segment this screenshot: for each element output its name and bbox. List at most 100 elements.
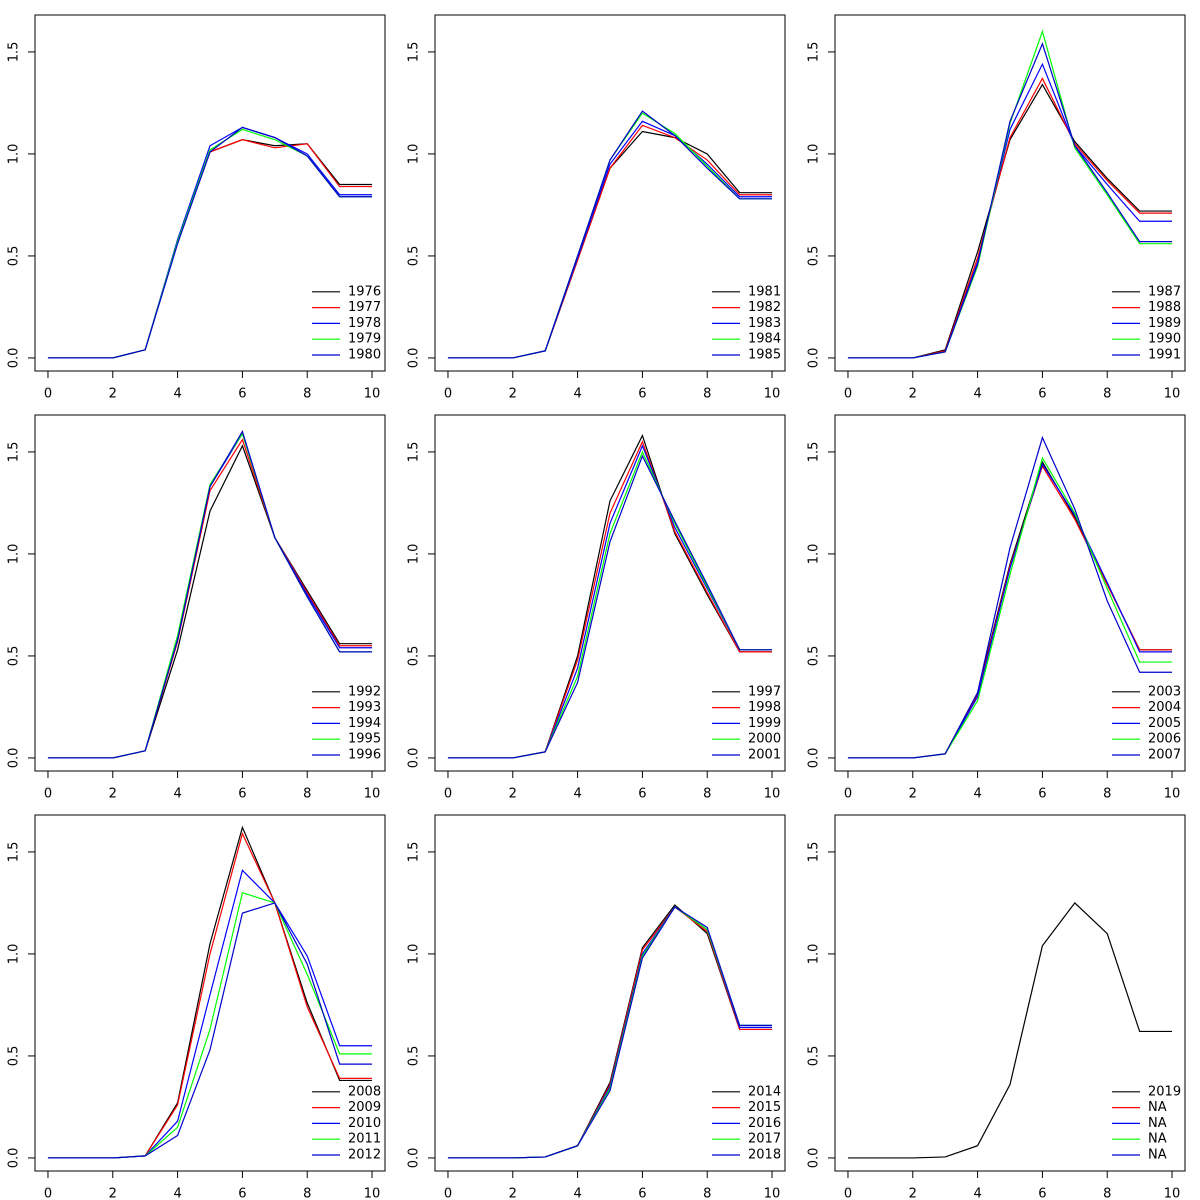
series-line: [847, 902, 1173, 1159]
plot-frame: [34, 414, 386, 772]
x-tick-label: 4: [573, 1187, 581, 1200]
series-line: [447, 906, 773, 1159]
x-tick-label: 6: [1038, 387, 1046, 402]
legend-label: 1996: [348, 748, 381, 763]
legend-label: 1994: [348, 716, 381, 731]
legend-label: 1992: [348, 684, 381, 699]
series-line: [447, 450, 773, 759]
plot-frame: [434, 814, 786, 1172]
x-tick-label: 6: [238, 1187, 246, 1200]
legend-label: 1980: [348, 348, 381, 363]
legend-label: NA: [1148, 1100, 1167, 1115]
legend-label: 2003: [1148, 684, 1181, 699]
y-tick-label: 0.5: [807, 1046, 822, 1067]
legend-label: 2008: [348, 1084, 381, 1099]
x-tick-label: 2: [509, 1187, 517, 1200]
legend-label: 1978: [348, 316, 381, 331]
y-tick-label: 1.5: [7, 442, 22, 463]
legend-label: 2004: [1148, 700, 1181, 715]
legend-label: 1990: [1148, 332, 1181, 347]
series-line: [847, 464, 1173, 759]
series-line: [447, 110, 773, 359]
series-line: [447, 440, 773, 759]
y-tick-label: 0.5: [7, 1046, 22, 1067]
x-tick-label: 4: [573, 387, 581, 402]
x-tick-label: 8: [303, 787, 311, 802]
x-tick-label: 10: [1164, 787, 1181, 802]
y-tick-label: 1.5: [7, 42, 22, 63]
legend-label: 1988: [1148, 300, 1181, 315]
legend-label: 2009: [348, 1100, 381, 1115]
y-tick-label: 0.5: [807, 246, 822, 267]
legend-label: 2016: [748, 1116, 781, 1131]
series-line: [447, 444, 773, 759]
y-tick-label: 1.0: [407, 144, 422, 165]
series-line: [47, 126, 373, 359]
x-tick-label: 4: [973, 787, 981, 802]
legend-label: 1991: [1148, 348, 1181, 363]
legend-label: 2006: [1148, 732, 1181, 747]
x-tick-label: 6: [638, 1187, 646, 1200]
series-line: [447, 434, 773, 759]
series-line: [447, 904, 773, 1159]
legend-label: 1998: [748, 700, 781, 715]
x-tick-label: 4: [573, 787, 581, 802]
y-tick-label: 0.0: [807, 748, 822, 769]
x-tick-label: 6: [1038, 787, 1046, 802]
series-line: [847, 460, 1173, 759]
y-tick-label: 0.0: [807, 1148, 822, 1169]
plot-frame: [34, 14, 386, 372]
legend-label: 2005: [1148, 716, 1181, 731]
series-line: [847, 62, 1173, 359]
legend-label: 2000: [748, 732, 781, 747]
y-tick-label: 0.5: [7, 646, 22, 667]
x-tick-label: 2: [909, 787, 917, 802]
legend-label: 2017: [748, 1132, 781, 1147]
legend-label: 1976: [348, 284, 381, 299]
plot-frame: [434, 414, 786, 772]
plot-frame: [834, 814, 1186, 1172]
y-tick-label: 1.0: [807, 944, 822, 965]
legend-label: 1999: [748, 716, 781, 731]
x-tick-label: 10: [764, 387, 781, 402]
series-line: [47, 432, 373, 759]
x-tick-label: 8: [303, 387, 311, 402]
y-tick-label: 1.0: [7, 144, 22, 165]
x-tick-label: 0: [444, 1187, 452, 1200]
legend-label: 1997: [748, 684, 781, 699]
x-tick-label: 2: [509, 387, 517, 402]
y-tick-label: 1.5: [407, 842, 422, 863]
y-tick-label: 1.0: [407, 944, 422, 965]
x-tick-label: 6: [238, 787, 246, 802]
legend-label: 2007: [1148, 748, 1181, 763]
y-tick-label: 1.5: [407, 442, 422, 463]
y-tick-label: 1.5: [807, 842, 822, 863]
x-tick-label: 6: [638, 787, 646, 802]
legend-label: 1977: [348, 300, 381, 315]
y-tick-label: 0.5: [407, 1046, 422, 1067]
legend-label: 1979: [348, 332, 381, 347]
legend-label: 2015: [748, 1100, 781, 1115]
x-tick-label: 0: [44, 787, 52, 802]
y-tick-label: 0.0: [7, 748, 22, 769]
x-tick-label: 4: [973, 1187, 981, 1200]
y-tick-label: 0.0: [7, 348, 22, 369]
x-tick-label: 0: [844, 787, 852, 802]
legend-label: 2001: [748, 748, 781, 763]
legend-label: 2011: [348, 1132, 381, 1147]
x-tick-label: 2: [909, 1187, 917, 1200]
x-tick-label: 0: [844, 387, 852, 402]
x-tick-label: 2: [509, 787, 517, 802]
plot-frame: [34, 814, 386, 1172]
legend-label: 1982: [748, 300, 781, 315]
series-line: [47, 902, 373, 1159]
x-tick-label: 10: [764, 787, 781, 802]
y-tick-label: 1.5: [807, 42, 822, 63]
